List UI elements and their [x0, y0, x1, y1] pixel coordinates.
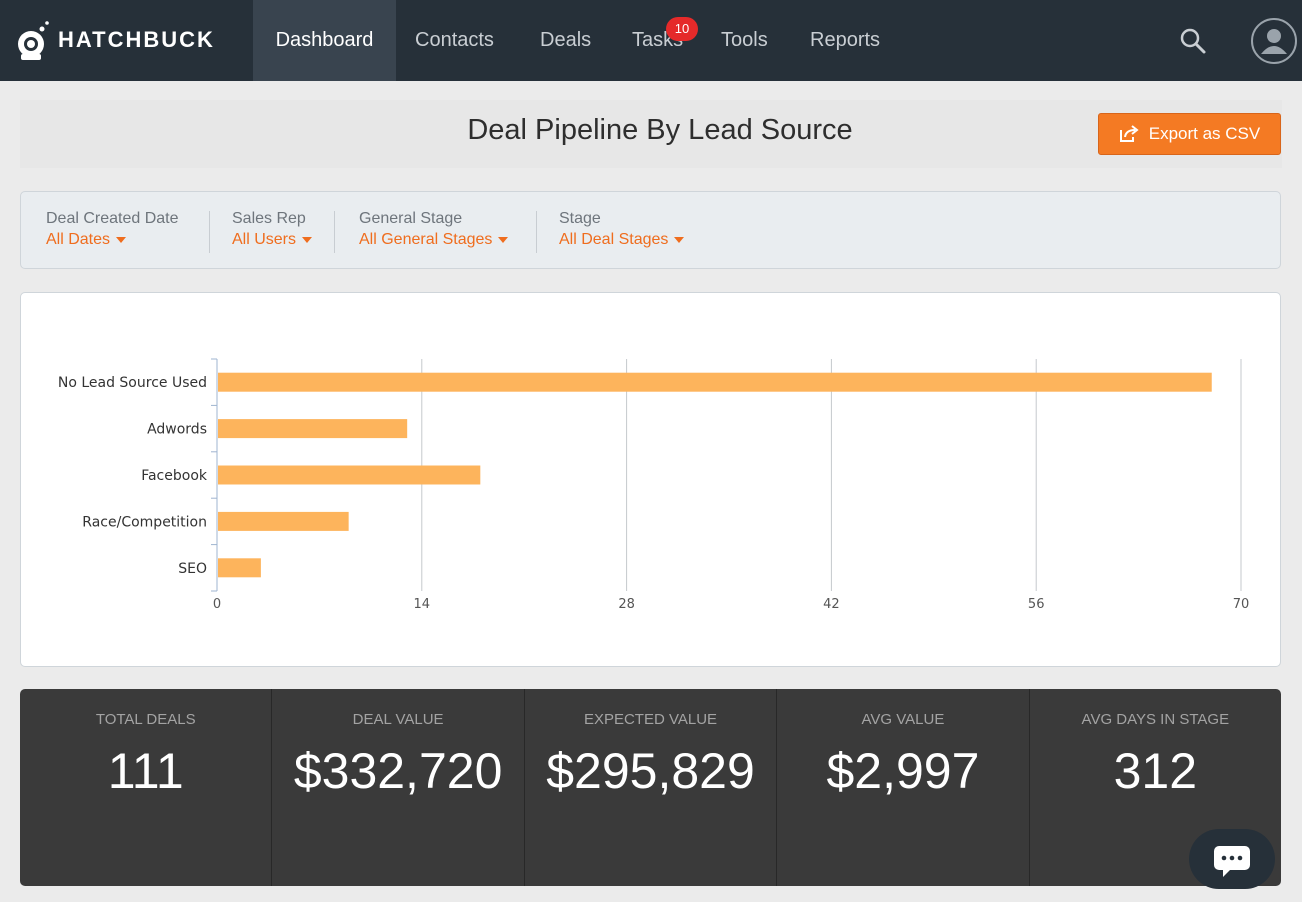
category-label: SEO	[178, 561, 207, 577]
top-nav: HATCHBUCK Dashboard Contacts Deals Tasks…	[0, 0, 1302, 81]
category-label: Adwords	[147, 422, 207, 438]
caret-down-icon	[674, 236, 685, 243]
filter-value[interactable]: All Dates	[46, 231, 179, 249]
x-tick-label: 42	[823, 597, 840, 612]
x-tick-label: 56	[1028, 597, 1045, 612]
export-icon	[1119, 125, 1139, 142]
bar	[218, 511, 349, 531]
lead-source-bar-chart: 0 14 28 42 56 70 No Lead Source Used Adwords Fac…	[58, 358, 1250, 612]
nav-dashboard[interactable]: Dashboard	[253, 0, 396, 81]
filter-divider	[209, 211, 210, 253]
search-icon[interactable]	[1179, 27, 1207, 55]
chat-bubble-icon	[1214, 846, 1250, 877]
stat-value: $332,720	[293, 743, 503, 799]
filter-label: General Stage	[359, 210, 463, 227]
x-tick-label: 28	[618, 597, 635, 612]
category-label: No Lead Source Used	[58, 375, 207, 391]
bar	[218, 465, 481, 485]
title-bar	[20, 100, 1282, 168]
stat-avg-days-in-stage: AVG DAYS IN STAGE 312	[1030, 689, 1281, 886]
nav-deals[interactable]: Deals	[540, 29, 592, 51]
nav-tools[interactable]: Tools	[721, 29, 768, 51]
stat-value: $2,997	[826, 743, 980, 799]
stat-avg-value: AVG VALUE $2,997	[777, 689, 1030, 886]
filter-label: Sales Rep	[232, 210, 306, 227]
filter-value[interactable]: All General Stages	[359, 231, 509, 249]
filter-label: Stage	[559, 210, 601, 227]
filter-divider	[536, 211, 537, 253]
tasks-badge: 10	[666, 17, 698, 41]
filter-stage[interactable]: Stage All Deal Stages	[559, 210, 685, 249]
stat-expected-value: EXPECTED VALUE $295,829	[525, 689, 778, 886]
export-csv-label: Export as CSV	[1148, 124, 1261, 143]
logo[interactable]: HATCHBUCK	[16, 14, 215, 66]
category-label: Facebook	[141, 468, 208, 484]
filter-divider	[334, 211, 335, 253]
bar	[218, 419, 408, 439]
stat-label: TOTAL DEALS	[95, 711, 196, 728]
caret-down-icon	[302, 236, 313, 243]
filter-sales-rep[interactable]: Sales Rep All Users	[232, 210, 313, 249]
filter-bar: Deal Created Date All Dates Sales Rep Al…	[20, 191, 1281, 269]
bar	[218, 558, 261, 578]
hatchbuck-logo-icon	[18, 21, 49, 60]
bar	[218, 372, 1212, 392]
stat-value: 111	[107, 743, 184, 799]
x-tick-label: 0	[213, 597, 221, 612]
stat-label: EXPECTED VALUE	[583, 711, 718, 728]
stat-label: AVG DAYS IN STAGE	[1081, 711, 1230, 728]
page-title: Deal Pipeline By Lead Source	[467, 114, 853, 146]
stat-label: AVG VALUE	[861, 711, 945, 728]
stats-panel: TOTAL DEALS 111 DEAL VALUE $332,720 EXPE…	[20, 689, 1281, 886]
export-csv-button[interactable]: Export as CSV	[1098, 113, 1281, 155]
chart-panel: 0 14 28 42 56 70 No Lead Source Used Adwords Fac…	[20, 292, 1281, 667]
filter-label: Deal Created Date	[46, 210, 179, 227]
filter-value[interactable]: All Deal Stages	[559, 231, 685, 249]
stat-label: DEAL VALUE	[352, 711, 444, 728]
chat-button[interactable]	[1189, 829, 1275, 889]
nav-reports[interactable]: Reports	[810, 29, 881, 51]
user-avatar-icon[interactable]	[1251, 18, 1297, 64]
caret-down-icon	[116, 236, 127, 243]
stat-value: $295,829	[546, 743, 755, 799]
x-tick-label: 14	[414, 597, 431, 612]
filter-deal-created-date[interactable]: Deal Created Date All Dates	[46, 210, 179, 249]
stat-deal-value: DEAL VALUE $332,720	[272, 689, 525, 886]
filter-value[interactable]: All Users	[232, 231, 313, 249]
category-label: Race/Competition	[82, 514, 207, 530]
filter-general-stage[interactable]: General Stage All General Stages	[359, 210, 509, 249]
brand-name: HATCHBUCK	[58, 27, 215, 52]
stat-total-deals: TOTAL DEALS 111	[20, 689, 273, 886]
x-tick-label: 70	[1233, 597, 1250, 612]
nav-contacts[interactable]: Contacts	[415, 29, 494, 51]
user-silhouette-icon	[1261, 29, 1287, 54]
stat-value: 312	[1113, 743, 1198, 799]
caret-down-icon	[498, 236, 509, 243]
